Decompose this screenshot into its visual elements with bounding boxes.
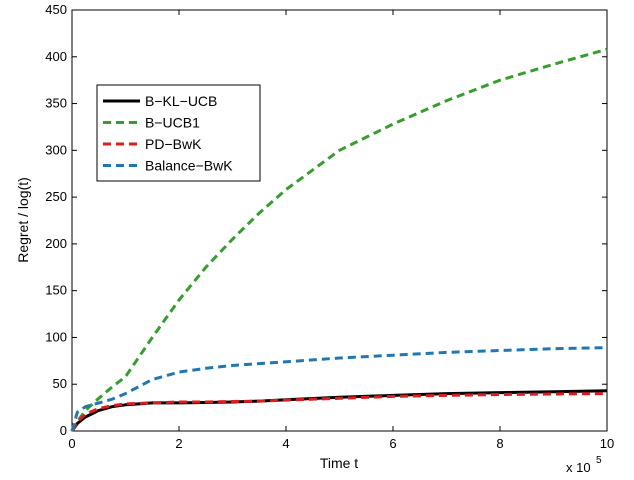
legend-label: B−KL−UCB — [145, 93, 217, 109]
y-tick-label: 50 — [53, 376, 67, 391]
x-tick-label: 10 — [600, 436, 614, 451]
legend-label: B−UCB1 — [145, 115, 200, 131]
x-tick-label: 8 — [496, 436, 503, 451]
series-line-4 — [70, 346, 608, 432]
x-axis: 0 2 4 6 8 10 — [68, 10, 614, 451]
y-tick-label: 250 — [45, 189, 67, 204]
x-multiplier-exponent: 5 — [596, 455, 602, 466]
series-lines — [70, 47, 608, 432]
y-axis: 0 50 100 150 200 250 300 350 400 450 — [45, 2, 607, 438]
legend-label: PD−BwK — [145, 136, 202, 152]
y-tick-label: 350 — [45, 96, 67, 111]
x-axis-label: Time t — [320, 455, 358, 471]
y-tick-label: 450 — [45, 2, 67, 17]
x-multiplier-base: x 10 — [566, 460, 591, 475]
y-tick-label: 300 — [45, 142, 67, 157]
legend-label: Balance−BwK — [145, 158, 233, 174]
plot-area — [71, 9, 608, 432]
series-line-3 — [70, 392, 608, 432]
y-tick-label: 100 — [45, 329, 67, 344]
y-tick-label: 400 — [45, 49, 67, 64]
y-tick-label: 150 — [45, 283, 67, 298]
x-tick-label: 2 — [175, 436, 182, 451]
x-multiplier: x 10 5 — [566, 455, 602, 475]
legend: B−KL−UCB B−UCB1 PD−BwK Balance−BwK — [96, 84, 261, 182]
y-axis-label: Regret / log(t) — [15, 177, 31, 263]
y-tick-label: 0 — [60, 423, 67, 438]
x-tick-label: 0 — [68, 436, 75, 451]
series-line-2 — [70, 47, 608, 432]
y-tick-label: 200 — [45, 236, 67, 251]
x-tick-label: 6 — [389, 436, 396, 451]
x-tick-label: 4 — [282, 436, 289, 451]
